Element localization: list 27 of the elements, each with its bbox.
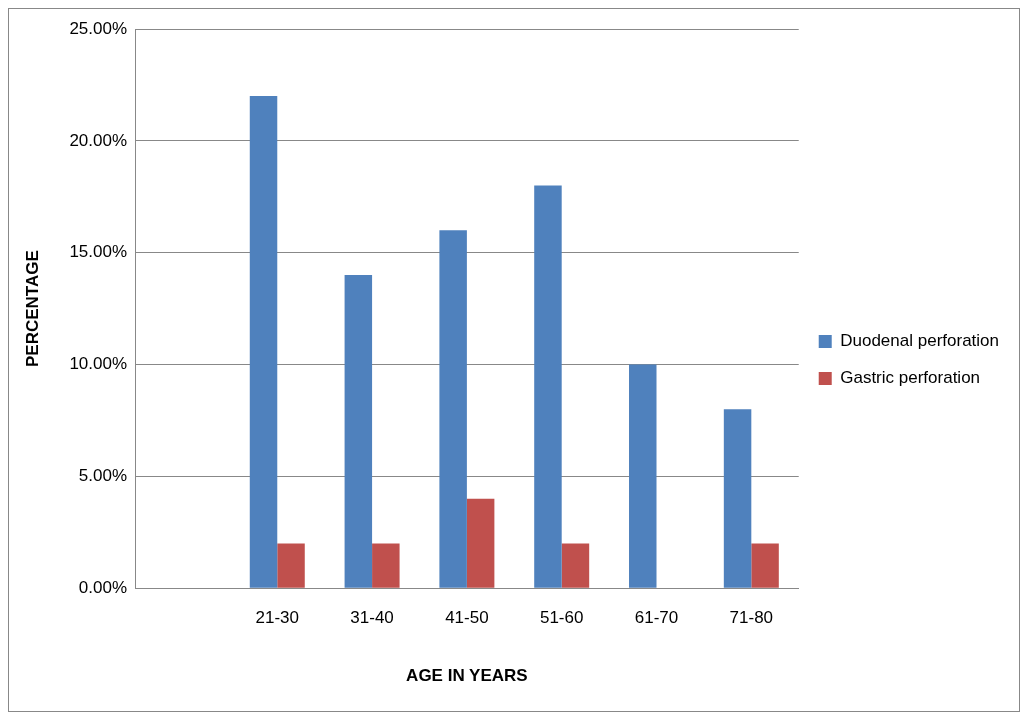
bar (277, 543, 305, 588)
x-axis-title: AGE IN YEARS (406, 666, 528, 686)
x-tick-label: 61-70 (634, 608, 679, 628)
bar (372, 543, 400, 588)
y-tick-label: 5.00% (78, 466, 128, 486)
bar (751, 543, 779, 588)
bar (629, 364, 657, 588)
x-tick-label: 71-80 (729, 608, 774, 628)
bar (561, 543, 590, 588)
legend-label: Gastric perforation (840, 368, 981, 388)
y-axis-title: PERCENTAGE (22, 250, 42, 368)
legend-label: Duodenal perforation (840, 331, 999, 351)
x-tick-label: 51-60 (539, 608, 584, 628)
bar (249, 96, 278, 588)
x-tick-label: 31-40 (350, 608, 394, 628)
y-tick-label: 15.00% (69, 242, 128, 262)
x-tick-label: 21-30 (255, 608, 300, 628)
y-tick-label: 20.00% (69, 130, 128, 150)
y-tick-label: 0.00% (78, 577, 128, 597)
bar (439, 230, 467, 588)
y-tick-label: 10.00% (69, 354, 128, 374)
y-tick-label: 25.00% (69, 18, 128, 38)
bar (723, 409, 752, 588)
bar (466, 498, 495, 588)
x-tick-label: 41-50 (445, 608, 489, 628)
bar (534, 185, 562, 588)
bar (344, 275, 373, 588)
